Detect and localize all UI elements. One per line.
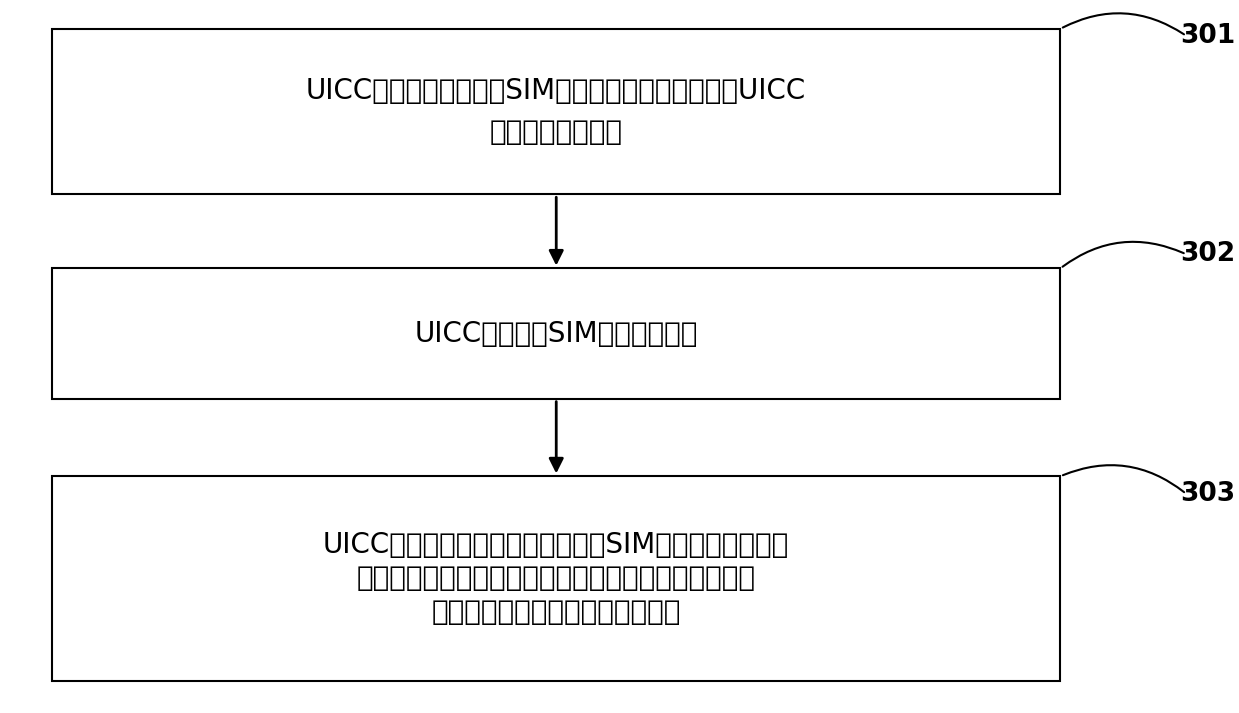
Text: 303: 303 — [1181, 481, 1235, 507]
Text: 果对终端用户的接入身份进行鉴权: 果对终端用户的接入身份进行鉴权 — [431, 598, 681, 626]
FancyArrowPatch shape — [1063, 14, 1184, 34]
Text: UICC按照所述激活指令对所述实现SIM卡功能的信息进行: UICC按照所述激活指令对所述实现SIM卡功能的信息进行 — [323, 530, 789, 559]
Bar — [52, 476, 1061, 681]
Text: 上的预留存储空间: 上的预留存储空间 — [489, 118, 623, 146]
Text: 301: 301 — [1181, 23, 1235, 49]
Bar — [52, 29, 1061, 195]
FancyArrowPatch shape — [1063, 242, 1183, 267]
Text: 302: 302 — [1181, 241, 1235, 267]
Text: UICC接收所述SIM卡的激活指令: UICC接收所述SIM卡的激活指令 — [415, 319, 698, 348]
Bar — [52, 268, 1061, 399]
Text: 保密处理得到处理结果，以使所述终端根据所述处理结: 保密处理得到处理结果，以使所述终端根据所述处理结 — [357, 565, 756, 593]
Text: UICC将终端下载的实现SIM卡功能的信息保存到所述UICC: UICC将终端下载的实现SIM卡功能的信息保存到所述UICC — [306, 77, 807, 106]
FancyArrowPatch shape — [1063, 465, 1184, 492]
